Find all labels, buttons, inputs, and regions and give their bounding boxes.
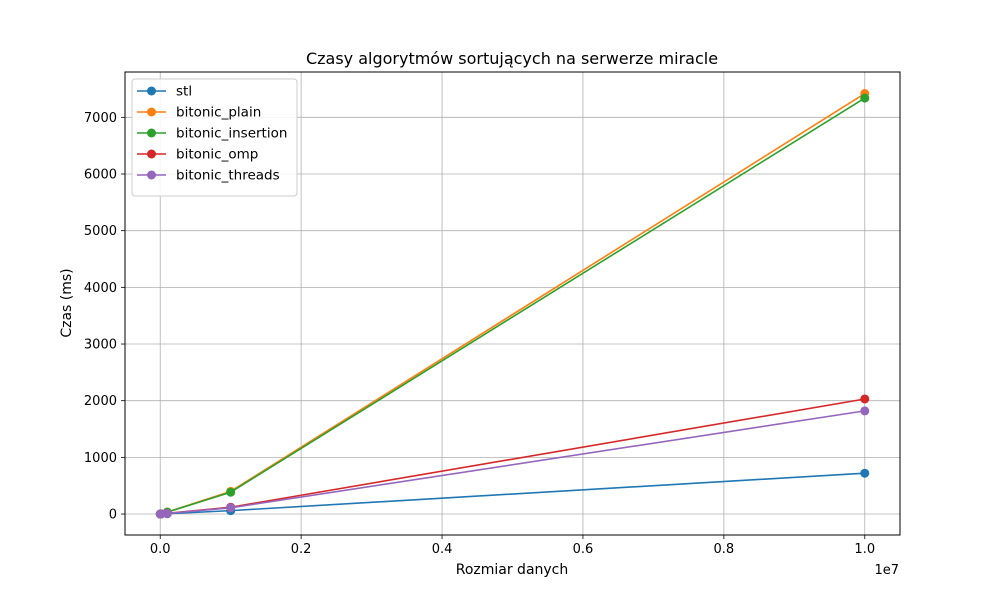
legend-item-bitonic-insertion: bitonic_insertion bbox=[137, 126, 287, 142]
y-tick-label: 6000 bbox=[84, 168, 117, 183]
y-tick-label: 3000 bbox=[84, 338, 117, 353]
ticks: 0.0 0.2 0.4 0.6 0.8 1.0 0 1000 2000 3000 4000 5000 6… bbox=[84, 111, 875, 557]
data-point-bitonic-threads bbox=[162, 508, 172, 518]
legend-item-bitonic-plain: bitonic_plain bbox=[137, 105, 261, 121]
data-point-bitonic-insertion bbox=[860, 93, 870, 103]
legend-item-bitonic-threads: bitonic_threads bbox=[137, 168, 280, 184]
data-point-stl bbox=[860, 468, 870, 478]
legend-label-bitonic-plain: bitonic_plain bbox=[176, 105, 261, 121]
x-tick-label: 0.4 bbox=[432, 542, 453, 557]
legend-marker-stl bbox=[147, 86, 156, 96]
chart-title: Czasy algorytmów sortujących na serwerze… bbox=[306, 49, 718, 68]
x-axis-label: Rozmiar danych bbox=[456, 562, 569, 578]
legend-marker-bitonic-insertion bbox=[147, 128, 156, 138]
y-tick-label: 7000 bbox=[84, 111, 117, 126]
x-tick-label: 0.8 bbox=[714, 542, 735, 557]
legend: stl bitonic_plain bitonic_insertionbitonic… bbox=[131, 78, 298, 197]
x-tick-label: 0.0 bbox=[150, 542, 171, 557]
x-axis-offset-text: 1e7 bbox=[874, 563, 899, 578]
y-tick-label: 5000 bbox=[84, 224, 117, 239]
legend-item-bitonic-omp: bitonic_omp bbox=[137, 147, 258, 163]
legend-label-bitonic-omp: bitonic_omp bbox=[176, 147, 258, 163]
legend-box bbox=[131, 78, 298, 197]
legend-marker-bitonic-omp bbox=[147, 149, 156, 159]
x-tick-label: 1.0 bbox=[854, 542, 875, 557]
y-tick-label: 1000 bbox=[84, 451, 117, 466]
grid bbox=[125, 72, 900, 535]
series-bitonic-threads bbox=[155, 406, 870, 519]
data-point-bitonic-insertion bbox=[226, 487, 236, 497]
legend-marker-bitonic-threads bbox=[147, 170, 156, 180]
legend-label-stl: stl bbox=[176, 84, 192, 100]
legend-label-bitonic-threads: bitonic_threads bbox=[176, 168, 280, 184]
y-tick-label: 4000 bbox=[84, 281, 117, 296]
data-point-bitonic-threads bbox=[226, 503, 236, 513]
plot-frame bbox=[124, 71, 901, 536]
legend-label-bitonic-insertion: bitonic_insertion bbox=[176, 126, 287, 142]
data-point-bitonic-omp bbox=[860, 394, 870, 404]
series-layer bbox=[155, 89, 870, 519]
x-tick-label: 0.2 bbox=[291, 542, 312, 557]
y-tick-label: 0 bbox=[109, 508, 117, 523]
y-tick-label: 2000 bbox=[84, 394, 117, 409]
legend-item-stl: stl bbox=[137, 84, 192, 100]
data-point-bitonic-threads bbox=[860, 406, 870, 416]
legend-marker-bitonic-plain bbox=[147, 107, 156, 117]
y-axis-label: Czas (ms) bbox=[59, 268, 75, 337]
x-tick-label: 0.6 bbox=[573, 542, 594, 557]
